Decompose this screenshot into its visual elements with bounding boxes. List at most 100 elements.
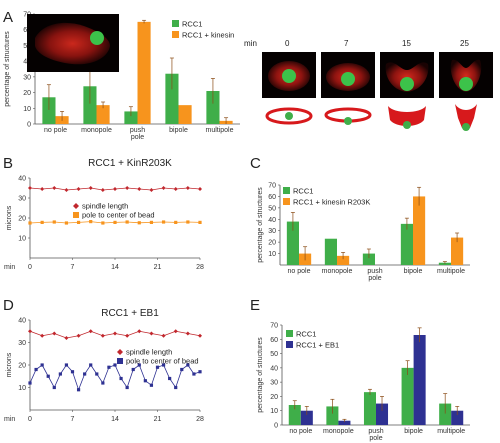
y-tick-label: 50 xyxy=(270,351,278,358)
data-point xyxy=(131,367,135,372)
data-point xyxy=(100,333,105,338)
y-tick-label: 30 xyxy=(18,340,26,347)
bar xyxy=(288,405,301,425)
data-point xyxy=(58,372,62,376)
data-point xyxy=(174,220,178,224)
data-point xyxy=(143,379,147,383)
y-tick-label: 10 xyxy=(23,106,31,113)
y-tick-label: 20 xyxy=(268,240,276,247)
bar xyxy=(137,21,151,124)
x-tick-label: bipole xyxy=(404,268,423,275)
x-tick-label: pole xyxy=(131,134,144,141)
x-tick-label: push xyxy=(368,428,383,435)
y-axis-label: percentage of structures xyxy=(257,337,264,413)
y-tick-label: 40 xyxy=(268,217,276,224)
schematic-2 xyxy=(388,106,426,129)
data-point xyxy=(173,329,178,334)
data-point xyxy=(125,385,129,390)
data-point xyxy=(161,220,166,224)
data-point xyxy=(52,220,56,224)
data-point xyxy=(149,383,154,387)
bar xyxy=(324,238,337,265)
y-tick-label: 0 xyxy=(274,423,278,430)
legend-swatch xyxy=(117,358,123,364)
legend-label: RCC1 xyxy=(296,330,316,339)
data-point xyxy=(89,363,93,367)
x-tick-label: multipole xyxy=(437,268,465,275)
data-point xyxy=(137,329,142,334)
x-tick-label: 14 xyxy=(111,416,119,423)
y-tick-label: 30 xyxy=(270,380,278,387)
data-point xyxy=(89,220,93,224)
data-point xyxy=(137,187,142,191)
panel-letter-a: A xyxy=(3,9,13,26)
y-tick-label: 60 xyxy=(268,194,276,201)
data-point xyxy=(149,188,154,192)
data-point xyxy=(101,381,105,385)
data-point xyxy=(64,221,69,225)
data-point xyxy=(168,376,172,381)
y-tick-label: 40 xyxy=(18,176,26,183)
data-point xyxy=(107,365,111,369)
legend-label: RCC1 + kinesin R203K xyxy=(293,198,370,207)
y-tick-label: 20 xyxy=(23,90,31,97)
data-point xyxy=(40,220,44,224)
timelapse-time-2: 15 xyxy=(402,39,411,48)
y-tick-label: 20 xyxy=(18,363,26,370)
data-point xyxy=(28,329,32,334)
data-point xyxy=(64,188,69,192)
legend-swatch xyxy=(172,20,179,27)
chart-c-bar: 10 20 30 40 50 60 70 percentage of structures no… xyxy=(257,183,470,282)
bar xyxy=(451,410,464,425)
x-tick-label: 21 xyxy=(154,264,162,271)
x-tick-label: multipole xyxy=(437,428,465,435)
panel-letter-d: D xyxy=(3,297,14,314)
legend-label: spindle length xyxy=(82,202,128,211)
x-tick-label: no pole xyxy=(288,268,311,275)
data-point xyxy=(113,331,117,336)
bar xyxy=(338,420,351,425)
y-tick-label: 40 xyxy=(18,318,26,325)
data-point xyxy=(161,186,166,190)
x-tick-label: 0 xyxy=(28,264,32,271)
timelapse-strip: min 0 7 15 25 xyxy=(244,39,493,98)
y-axis-label: percentage of structures xyxy=(4,31,11,107)
legend-swatch xyxy=(283,187,290,194)
data-point xyxy=(28,186,32,190)
legend-swatch xyxy=(117,349,123,355)
schematic-3 xyxy=(455,104,477,131)
timelapse-time-1: 7 xyxy=(344,39,349,48)
panel-letter-b: B xyxy=(3,155,13,172)
bar xyxy=(413,335,426,425)
data-point xyxy=(101,221,105,225)
data-point xyxy=(186,220,190,224)
data-point xyxy=(34,367,38,372)
x-tick-label: 14 xyxy=(111,264,119,271)
spindle-schematics xyxy=(265,104,477,131)
chart-title: RCC1 + KinR203K xyxy=(88,158,172,169)
data-point xyxy=(198,187,202,191)
data-point xyxy=(137,363,141,367)
bar xyxy=(363,392,376,425)
legend-label: RCC1 xyxy=(182,20,202,29)
x-tick-label: bipole xyxy=(404,428,423,435)
data-point xyxy=(149,331,154,336)
bar xyxy=(124,111,138,124)
x-tick-label: pole xyxy=(369,435,382,442)
bar xyxy=(400,223,413,265)
legend-label: RCC1 + EB1 xyxy=(296,341,339,350)
data-point xyxy=(125,220,129,224)
data-point xyxy=(186,363,190,367)
legend-swatch xyxy=(283,198,290,205)
timelapse-time-3: 25 xyxy=(460,39,469,48)
data-point xyxy=(40,363,44,367)
data-point xyxy=(149,220,154,224)
legend-label: pole to center of bead xyxy=(126,357,199,366)
bar xyxy=(83,86,97,124)
x-tick-label: 28 xyxy=(196,416,204,423)
y-tick-label: 20 xyxy=(270,394,278,401)
bar xyxy=(362,253,375,265)
timelapse-unit: min xyxy=(244,39,257,48)
y-tick-label: 0 xyxy=(27,122,31,129)
